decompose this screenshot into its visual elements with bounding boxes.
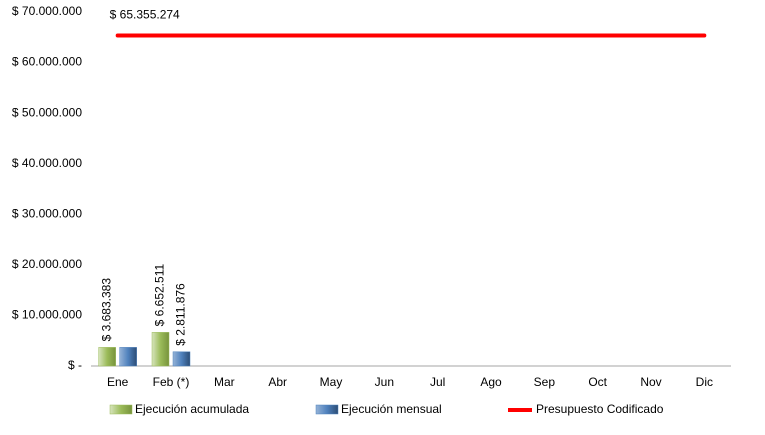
- x-tick-label: Jul: [430, 375, 445, 389]
- x-tick-label: Jun: [375, 375, 394, 389]
- legend-label: Presupuesto Codificado: [536, 402, 664, 416]
- x-tick-label: Nov: [640, 375, 661, 389]
- x-tick-label: Dic: [696, 375, 713, 389]
- y-tick-label: $ -: [68, 358, 82, 372]
- y-tick-label: $ 10.000.000: [12, 308, 82, 322]
- x-tick-label: Ene: [107, 375, 129, 389]
- legend-label: Ejecución acumulada: [135, 402, 249, 416]
- data-label: $ 6.652.511: [153, 264, 167, 327]
- y-tick-label: $ 60.000.000: [12, 55, 82, 69]
- y-tick-label: $ 70.000.000: [12, 4, 82, 18]
- legend-swatch: [315, 404, 339, 415]
- x-tick-label: Oct: [588, 375, 607, 389]
- x-tick-label: Mar: [214, 375, 235, 389]
- legend-label: Ejecución mensual: [341, 402, 442, 416]
- x-tick-label: May: [320, 375, 343, 389]
- legend-swatch: [109, 404, 133, 415]
- data-label: $ 2.811.876: [174, 283, 188, 346]
- data-label: $ 65.355.274: [110, 8, 180, 22]
- y-tick-label: $ 40.000.000: [12, 156, 82, 170]
- x-tick-label: Ago: [480, 375, 502, 389]
- bar: [151, 332, 170, 367]
- y-tick-label: $ 50.000.000: [12, 105, 82, 119]
- x-tick-label: Feb (*): [153, 375, 190, 389]
- data-label: $ 3.683.383: [99, 278, 113, 342]
- bar: [98, 347, 116, 367]
- y-tick-label: $ 30.000.000: [12, 206, 82, 220]
- x-tick-label: Sep: [534, 375, 556, 389]
- x-tick-label: Abr: [268, 375, 287, 389]
- bar: [172, 351, 191, 367]
- bar: [119, 347, 137, 367]
- y-tick-label: $ 20.000.000: [12, 257, 82, 271]
